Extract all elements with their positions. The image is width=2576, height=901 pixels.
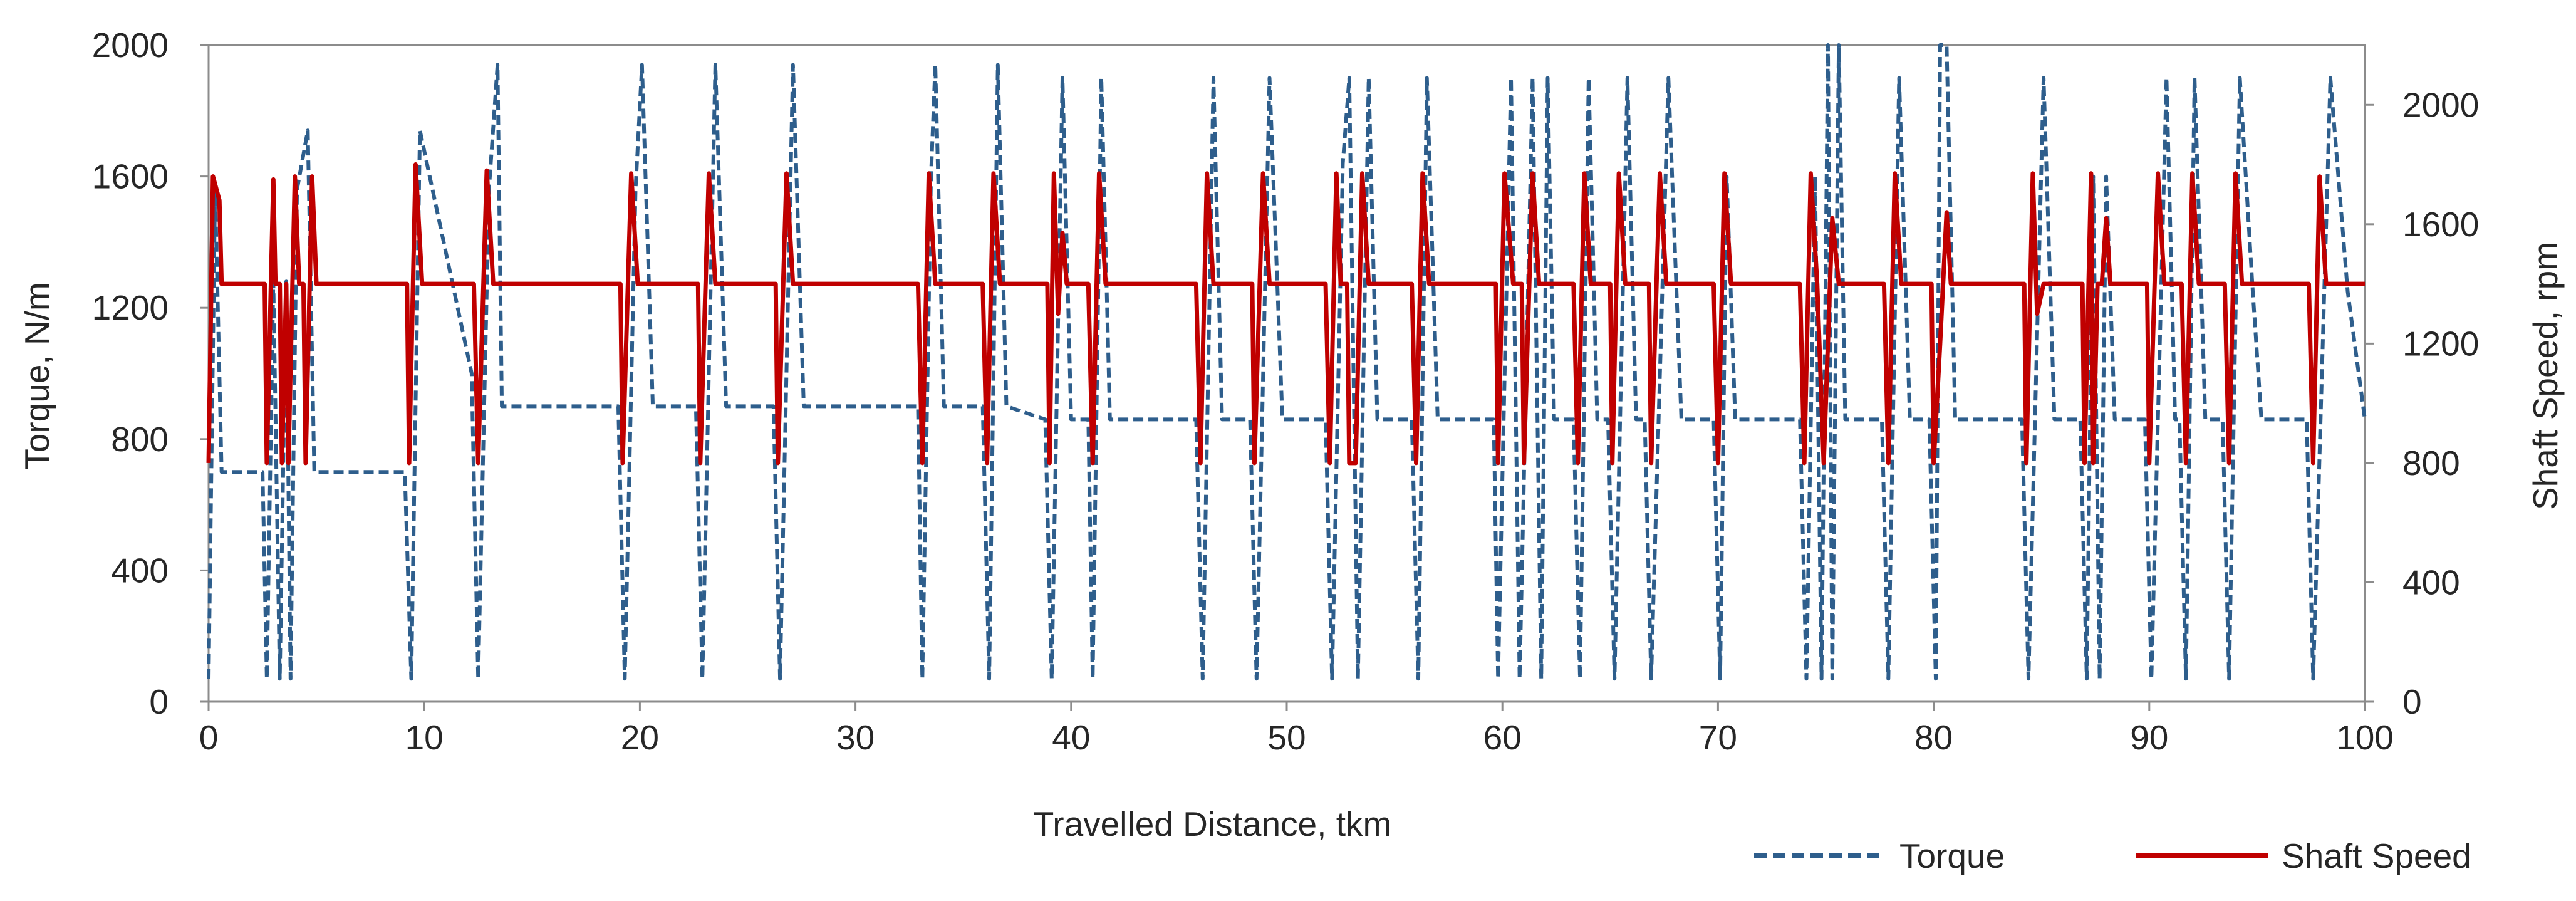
x-tick-label: 30 xyxy=(836,718,875,757)
legend-torque-label: Torque xyxy=(1899,836,2005,875)
x-tick-label: 80 xyxy=(1914,718,1953,757)
x-tick-label: 40 xyxy=(1052,718,1090,757)
x-tick-label: 60 xyxy=(1483,718,1522,757)
left-y-tick-label: 800 xyxy=(111,420,169,459)
right-y-tick-label: 0 xyxy=(2402,682,2422,721)
right-y-tick-label: 400 xyxy=(2402,563,2460,602)
x-tick-label: 0 xyxy=(199,718,219,757)
left-y-tick-label: 1200 xyxy=(92,288,169,327)
tick-labels: 0 10 20 30 40 50 60 70 80 90 100040080012001600200… xyxy=(92,26,2480,757)
legend: Torque Shaft Speed xyxy=(1754,836,2471,875)
x-tick-label: 70 xyxy=(1699,718,1737,757)
x-tick-label: 50 xyxy=(1267,718,1306,757)
x-tick-label: 10 xyxy=(405,718,444,757)
x-tick-label: 20 xyxy=(621,718,659,757)
right-y-tick-label: 2000 xyxy=(2402,85,2479,124)
shaft-speed-series xyxy=(206,162,2365,466)
torque-line xyxy=(207,43,2367,681)
plot-frame xyxy=(200,44,2374,711)
right-y-tick-label: 1600 xyxy=(2402,205,2479,244)
x-axis-title: Travelled Distance, tkm xyxy=(1033,805,1392,843)
right-y-tick-label: 1200 xyxy=(2402,324,2479,363)
left-axis-title: Torque, N/m xyxy=(18,282,56,470)
left-y-tick-label: 0 xyxy=(149,682,169,721)
left-y-tick-label: 2000 xyxy=(92,26,169,65)
right-axis-title: Shaft Speed, rpm xyxy=(2526,242,2565,510)
left-y-tick-label: 1600 xyxy=(92,157,169,196)
shaft-speed-line xyxy=(206,162,2365,466)
torque-series xyxy=(207,43,2367,681)
x-tick-label: 100 xyxy=(2336,718,2394,757)
x-tick-label: 90 xyxy=(2130,718,2168,757)
left-y-tick-label: 400 xyxy=(111,551,169,590)
legend-shaft-speed-label: Shaft Speed xyxy=(2282,836,2471,875)
right-y-tick-label: 800 xyxy=(2402,444,2460,482)
